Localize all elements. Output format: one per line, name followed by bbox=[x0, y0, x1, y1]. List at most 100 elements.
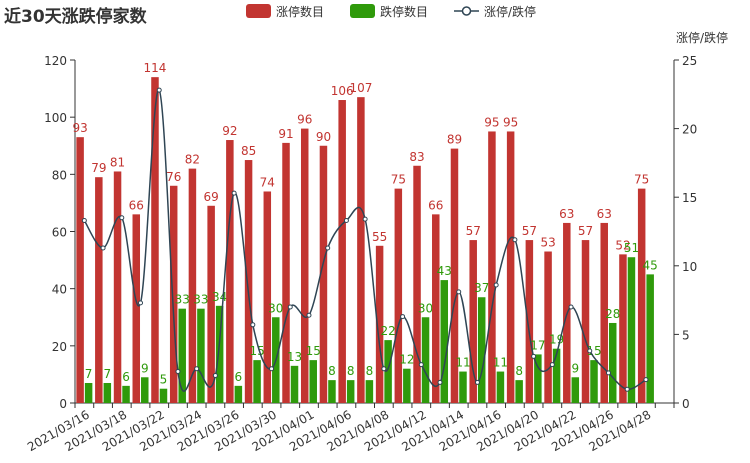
bar-limit-up[interactable] bbox=[432, 214, 440, 403]
bar-limit-up[interactable] bbox=[95, 177, 103, 403]
bar-limit-down[interactable] bbox=[141, 377, 149, 403]
bar-limit-down[interactable] bbox=[477, 297, 486, 403]
ratio-point[interactable] bbox=[287, 304, 293, 310]
bar-limit-up[interactable] bbox=[207, 205, 215, 403]
bar-limit-up[interactable] bbox=[600, 222, 608, 403]
bar-limit-up[interactable] bbox=[226, 140, 234, 404]
data-label-limit-up: 57 bbox=[466, 224, 481, 238]
bar-limit-down[interactable] bbox=[608, 322, 617, 403]
bar-limit-up[interactable] bbox=[619, 254, 627, 403]
bar-limit-up[interactable] bbox=[525, 240, 534, 403]
bar-limit-down[interactable] bbox=[646, 274, 654, 403]
bar-limit-up[interactable] bbox=[488, 131, 496, 404]
bar-limit-down[interactable] bbox=[122, 385, 130, 403]
bar-limit-up[interactable] bbox=[263, 191, 272, 403]
ratio-point[interactable] bbox=[512, 237, 518, 243]
bar-limit-down[interactable] bbox=[496, 371, 505, 403]
bar-limit-up[interactable] bbox=[375, 245, 384, 403]
ratio-point[interactable] bbox=[587, 348, 593, 354]
bar-limit-down[interactable] bbox=[309, 360, 317, 403]
legend-label-limit-up[interactable]: 涨停数目 bbox=[276, 4, 324, 19]
bar-limit-up[interactable] bbox=[244, 160, 253, 403]
bar-limit-down[interactable] bbox=[552, 348, 561, 403]
bar-limit-up[interactable] bbox=[338, 100, 346, 404]
bar-limit-down[interactable] bbox=[159, 388, 168, 403]
bar-limit-down[interactable] bbox=[234, 385, 243, 403]
legend-label-limit-down[interactable]: 跌停数目 bbox=[380, 4, 428, 19]
ratio-point[interactable] bbox=[306, 312, 312, 318]
ratio-point[interactable] bbox=[605, 370, 611, 376]
ratio-point[interactable] bbox=[456, 289, 462, 295]
bar-limit-up[interactable] bbox=[151, 77, 159, 404]
data-label-limit-up: 66 bbox=[129, 198, 144, 212]
ratio-point[interactable] bbox=[531, 353, 537, 359]
ratio-point[interactable] bbox=[643, 377, 649, 383]
ratio-point[interactable] bbox=[156, 87, 162, 93]
ratio-point[interactable] bbox=[474, 379, 480, 385]
bar-limit-up[interactable] bbox=[581, 240, 590, 403]
bar-limit-up[interactable] bbox=[113, 171, 122, 403]
bar-limit-down[interactable] bbox=[328, 380, 336, 403]
bar-limit-up[interactable] bbox=[506, 131, 515, 404]
bar-limit-up[interactable] bbox=[357, 97, 365, 404]
bar-limit-up[interactable] bbox=[544, 251, 552, 403]
ratio-point[interactable] bbox=[325, 245, 331, 251]
bar-limit-down[interactable] bbox=[403, 368, 411, 403]
ratio-point[interactable] bbox=[81, 218, 87, 224]
bar-limit-up[interactable] bbox=[413, 165, 421, 403]
ratio-point[interactable] bbox=[138, 300, 144, 306]
bar-limit-up[interactable] bbox=[637, 188, 646, 403]
bar-limit-down[interactable] bbox=[627, 257, 636, 403]
legend-swatch-ratio-dot[interactable] bbox=[461, 6, 472, 16]
ratio-point[interactable] bbox=[549, 362, 555, 368]
bar-limit-up[interactable] bbox=[300, 128, 309, 403]
ratio-point[interactable] bbox=[381, 366, 387, 372]
bar-limit-down[interactable] bbox=[440, 280, 449, 403]
legend-label-ratio[interactable]: 涨停/跌停 bbox=[484, 4, 536, 19]
ratio-point[interactable] bbox=[493, 282, 499, 288]
legend-swatch-limit-up[interactable] bbox=[246, 4, 271, 18]
bar-limit-down[interactable] bbox=[515, 380, 523, 403]
bar-limit-up[interactable] bbox=[282, 142, 290, 403]
ratio-point[interactable] bbox=[100, 245, 106, 251]
ratio-point[interactable] bbox=[175, 368, 181, 374]
ratio-point[interactable] bbox=[212, 373, 218, 379]
ratio-point[interactable] bbox=[250, 322, 256, 328]
ratio-point[interactable] bbox=[194, 366, 200, 372]
bar-limit-down[interactable] bbox=[534, 354, 542, 403]
ratio-point[interactable] bbox=[418, 362, 424, 368]
bar-limit-up[interactable] bbox=[394, 188, 403, 403]
ratio-point[interactable] bbox=[231, 190, 237, 196]
bar-limit-up[interactable] bbox=[450, 148, 459, 403]
bar-limit-down[interactable] bbox=[215, 305, 224, 403]
bar-limit-up[interactable] bbox=[319, 145, 328, 403]
bar-limit-down[interactable] bbox=[459, 371, 467, 403]
ratio-point[interactable] bbox=[400, 314, 406, 320]
bar-limit-down[interactable] bbox=[365, 380, 374, 403]
bar-limit-down[interactable] bbox=[571, 377, 580, 403]
bar-limit-down[interactable] bbox=[421, 317, 430, 403]
bar-limit-down[interactable] bbox=[253, 360, 261, 403]
ratio-point[interactable] bbox=[362, 216, 368, 222]
bar-limit-down[interactable] bbox=[103, 382, 112, 403]
bar-limit-down[interactable] bbox=[84, 382, 93, 403]
legend-swatch-limit-down[interactable] bbox=[350, 4, 375, 18]
ratio-point[interactable] bbox=[568, 304, 574, 310]
bar-limit-down[interactable] bbox=[346, 380, 355, 403]
bar-limit-up[interactable] bbox=[132, 214, 141, 403]
y-right-tick-label: 15 bbox=[682, 191, 697, 205]
bar-limit-down[interactable] bbox=[384, 340, 392, 403]
bar-limit-down[interactable] bbox=[178, 308, 186, 403]
bar-limit-up[interactable] bbox=[169, 185, 178, 403]
ratio-point[interactable] bbox=[119, 215, 125, 221]
bar-limit-up[interactable] bbox=[76, 137, 84, 404]
ratio-point[interactable] bbox=[269, 366, 275, 372]
bar-limit-up[interactable] bbox=[188, 168, 197, 403]
bar-limit-down[interactable] bbox=[197, 308, 205, 403]
bar-limit-down[interactable] bbox=[290, 365, 299, 403]
ratio-point[interactable] bbox=[343, 218, 349, 224]
ratio-point[interactable] bbox=[624, 386, 630, 392]
bar-limit-down[interactable] bbox=[590, 360, 598, 403]
ratio-point[interactable] bbox=[437, 379, 443, 385]
bar-limit-up[interactable] bbox=[469, 240, 477, 403]
